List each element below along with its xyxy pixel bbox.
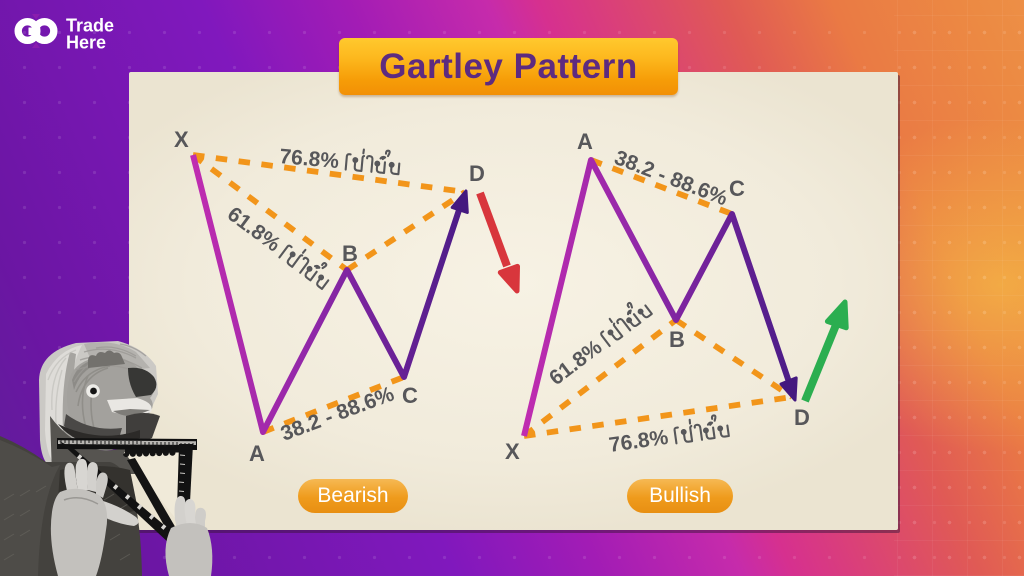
svg-text:38.2 - 88.6%: 38.2 - 88.6% xyxy=(611,146,731,210)
svg-text:B: B xyxy=(669,327,685,352)
svg-text:76.8%: 76.8% xyxy=(607,426,669,457)
svg-text:X: X xyxy=(505,439,520,464)
svg-text:D: D xyxy=(469,161,485,186)
svg-text:38.2 - 88.6%: 38.2 - 88.6% xyxy=(278,382,398,445)
svg-text:C: C xyxy=(402,383,418,408)
svg-text:D: D xyxy=(794,405,810,430)
svg-text:76.8%: 76.8% xyxy=(279,145,341,173)
svg-text:61.8%: 61.8% xyxy=(223,203,285,257)
svg-text:C: C xyxy=(729,176,745,201)
svg-text:B: B xyxy=(342,241,358,266)
svg-text:A: A xyxy=(577,129,593,154)
svg-text:61.8%: 61.8% xyxy=(545,335,607,390)
svg-text:Here: Here xyxy=(66,33,106,53)
svg-text:X: X xyxy=(174,127,189,152)
svg-text:Trade: Trade xyxy=(66,16,114,36)
svg-text:A: A xyxy=(249,441,265,466)
